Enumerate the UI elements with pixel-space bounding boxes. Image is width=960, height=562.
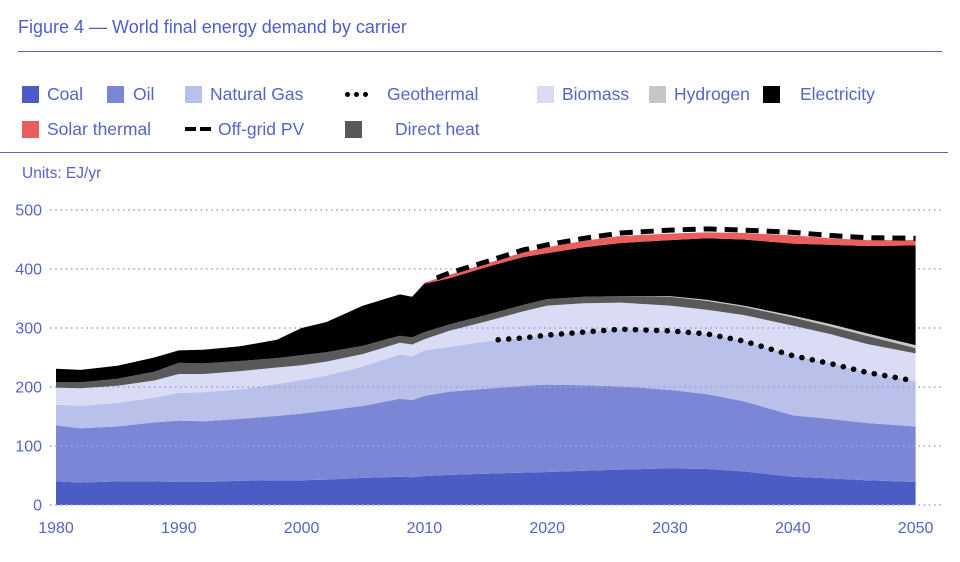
natural_gas-swatch-icon — [185, 85, 202, 103]
y-tick-label-200: 200 — [15, 380, 42, 397]
solar_thermal-swatch-icon — [22, 120, 39, 138]
x-tick-label-2050: 2050 — [898, 520, 934, 537]
legend-label-geothermal: Geothermal — [387, 83, 479, 104]
y-tick-label-500: 500 — [15, 203, 42, 220]
legend-label-direct_heat: Direct heat — [395, 118, 480, 139]
coal-area — [56, 468, 916, 505]
electricity-swatch-icon — [763, 85, 780, 103]
legend-item-coal: Coal — [22, 84, 83, 104]
legend-item-off_grid_pv: Off-grid PV — [185, 119, 304, 139]
hydrogen-swatch-icon — [649, 85, 666, 103]
legend-item-biomass: Biomass — [537, 84, 629, 104]
x-tick-label-2020: 2020 — [529, 520, 565, 537]
legend-label-solar_thermal: Solar thermal — [47, 118, 152, 139]
legend-item-electricity: Electricity — [763, 84, 875, 104]
legend-label-natural_gas: Natural Gas — [210, 83, 304, 104]
x-tick-label-2010: 2010 — [407, 520, 443, 537]
y-tick-label-300: 300 — [15, 321, 42, 338]
coal-swatch-icon — [22, 85, 39, 103]
electricity-area — [56, 238, 916, 383]
legend-item-geothermal: Geothermal — [345, 84, 478, 104]
y-tick-label-400: 400 — [15, 262, 42, 279]
hydrogen-area — [620, 296, 916, 349]
direct_heat-swatch-icon — [345, 120, 362, 138]
legend-item-direct_heat: Direct heat — [345, 119, 480, 139]
legend-item-hydrogen: Hydrogen — [649, 84, 750, 104]
oil-swatch-icon — [107, 85, 124, 103]
x-tick-label-1990: 1990 — [161, 520, 197, 537]
x-tick-label-2040: 2040 — [775, 520, 811, 537]
title-divider — [18, 51, 942, 52]
biomass-swatch-icon — [537, 85, 554, 103]
natural_gas-area — [56, 329, 916, 429]
y-tick-label-100: 100 — [15, 439, 42, 456]
legend-label-biomass: Biomass — [562, 83, 630, 104]
geothermal-dotted-line — [495, 326, 919, 384]
off_grid_pv-dashed-line-icon — [185, 126, 211, 132]
x-tick-label-2030: 2030 — [652, 520, 688, 537]
geothermal-dotted-line-icon — [345, 91, 368, 97]
biomass-area — [56, 302, 916, 406]
solar_thermal-area — [412, 232, 916, 297]
legend-item-natural_gas: Natural Gas — [185, 84, 303, 104]
legend-item-oil: Oil — [107, 84, 154, 104]
off-grid-pv-dashed-line — [435, 226, 916, 281]
oil-area — [56, 384, 916, 483]
legend-label-electricity: Electricity — [800, 83, 875, 104]
legend-label-oil: Oil — [133, 83, 155, 104]
figure-title: Figure 4 — World final energy demand by … — [18, 17, 407, 37]
legend-item-solar_thermal: Solar thermal — [22, 119, 151, 139]
legend-label-hydrogen: Hydrogen — [674, 83, 750, 104]
legend-label-coal: Coal — [47, 83, 83, 104]
units-label: Units: EJ/yr — [22, 165, 102, 182]
direct_heat-area — [56, 296, 916, 389]
legend-divider — [0, 152, 948, 153]
x-tick-label-1980: 1980 — [38, 520, 74, 537]
legend-label-off_grid_pv: Off-grid PV — [218, 118, 305, 139]
x-tick-label-2000: 2000 — [284, 520, 320, 537]
y-tick-label-0: 0 — [33, 498, 42, 515]
